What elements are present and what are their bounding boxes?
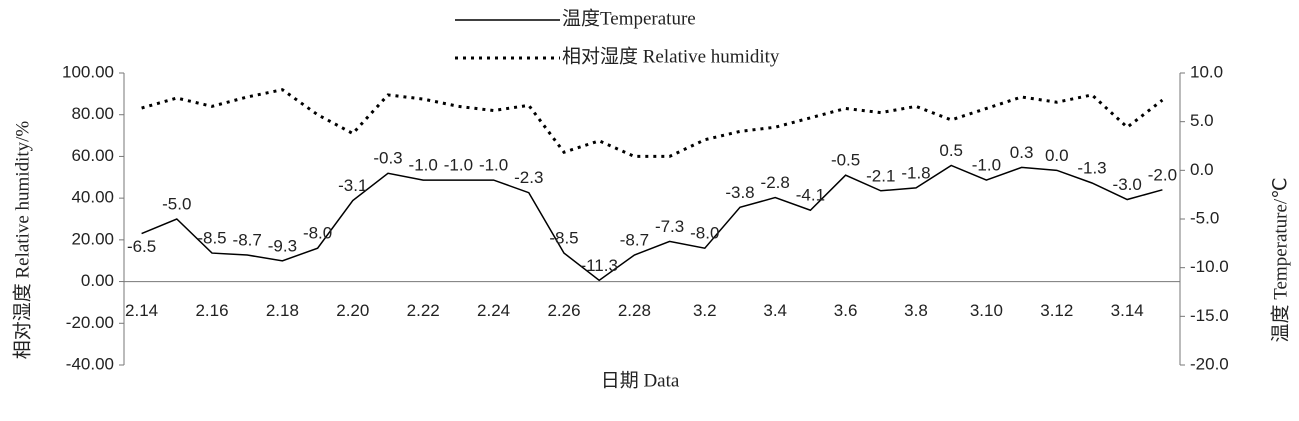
data-label: -1.0 <box>409 156 438 175</box>
data-label: 0.0 <box>1045 146 1069 165</box>
data-label: -2.3 <box>514 168 543 187</box>
data-label: -9.3 <box>268 236 297 255</box>
data-label: -5.0 <box>162 194 191 213</box>
x-tick-label: 2.26 <box>547 301 580 320</box>
data-label: -8.5 <box>197 229 226 248</box>
data-label: -1.0 <box>479 156 508 175</box>
data-label: -7.3 <box>655 217 684 236</box>
legend-label: 相对湿度 Relative humidity <box>562 45 780 67</box>
data-label: -8.7 <box>233 230 262 249</box>
x-tick-label: 2.22 <box>407 301 440 320</box>
x-tick-label: 3.14 <box>1111 301 1144 320</box>
series-line <box>141 164 1163 282</box>
data-label: -1.3 <box>1077 158 1106 177</box>
y-axis-title: 相对湿度 Relative humidity/% <box>11 121 33 360</box>
y2-tick-label: 0.0 <box>1190 160 1214 179</box>
y2-tick-label: 10.0 <box>1190 62 1223 81</box>
y2-tick-label: -10.0 <box>1190 257 1229 276</box>
x-tick-label: 3.4 <box>763 301 787 320</box>
data-label: -11.3 <box>580 256 618 275</box>
y2-tick-label: -20.0 <box>1190 354 1229 373</box>
x-tick-label: 2.16 <box>195 301 228 320</box>
data-label: -4.1 <box>796 186 825 205</box>
data-label: -3.0 <box>1113 175 1142 194</box>
x-tick-label: 3.2 <box>693 301 717 320</box>
legend-label: 温度Temperature <box>562 7 696 29</box>
y2-axis-title: 温度 Temperature/℃ <box>1269 177 1291 342</box>
data-label: -0.5 <box>831 151 860 170</box>
data-label: -8.5 <box>549 229 578 248</box>
data-label: -2.8 <box>761 173 790 192</box>
y-tick-label: 100.00 <box>62 62 114 81</box>
data-label: -0.3 <box>373 149 402 168</box>
data-label: -2.0 <box>1148 165 1177 184</box>
data-label: -1.8 <box>901 163 930 182</box>
x-tick-label: 3.12 <box>1040 301 1073 320</box>
data-label: -3.8 <box>725 183 754 202</box>
data-label: 0.3 <box>1010 143 1034 162</box>
y2-tick-label: -15.0 <box>1190 306 1229 325</box>
data-label: 0.5 <box>939 141 963 160</box>
data-label: -1.0 <box>444 156 473 175</box>
data-label: -8.0 <box>303 224 332 243</box>
data-label: -6.5 <box>127 237 156 256</box>
y-tick-label: 80.00 <box>71 104 114 123</box>
data-label: -3.1 <box>338 176 367 195</box>
y-tick-label: -40.00 <box>66 354 114 373</box>
data-label: -2.1 <box>866 166 895 185</box>
x-tick-label: 2.18 <box>266 301 299 320</box>
data-label: -1.0 <box>972 156 1001 175</box>
x-tick-label: 2.28 <box>618 301 651 320</box>
x-tick-label: 3.6 <box>834 301 858 320</box>
y-tick-label: 0.00 <box>81 271 114 290</box>
data-label: -8.7 <box>620 230 649 249</box>
x-tick-label: 2.14 <box>125 301 158 320</box>
x-tick-label: 3.8 <box>904 301 928 320</box>
y-tick-label: -20.00 <box>66 313 114 332</box>
x-tick-label: 3.10 <box>970 301 1003 320</box>
y-tick-label: 60.00 <box>71 146 114 165</box>
data-label: -8.0 <box>690 224 719 243</box>
y-tick-label: 40.00 <box>71 188 114 207</box>
y-tick-label: 20.00 <box>71 229 114 248</box>
x-axis-title: 日期 Data <box>601 369 680 391</box>
y2-tick-label: 5.0 <box>1190 111 1214 130</box>
y2-tick-label: -5.0 <box>1190 208 1219 227</box>
x-tick-label: 2.24 <box>477 301 510 320</box>
x-tick-label: 2.20 <box>336 301 369 320</box>
